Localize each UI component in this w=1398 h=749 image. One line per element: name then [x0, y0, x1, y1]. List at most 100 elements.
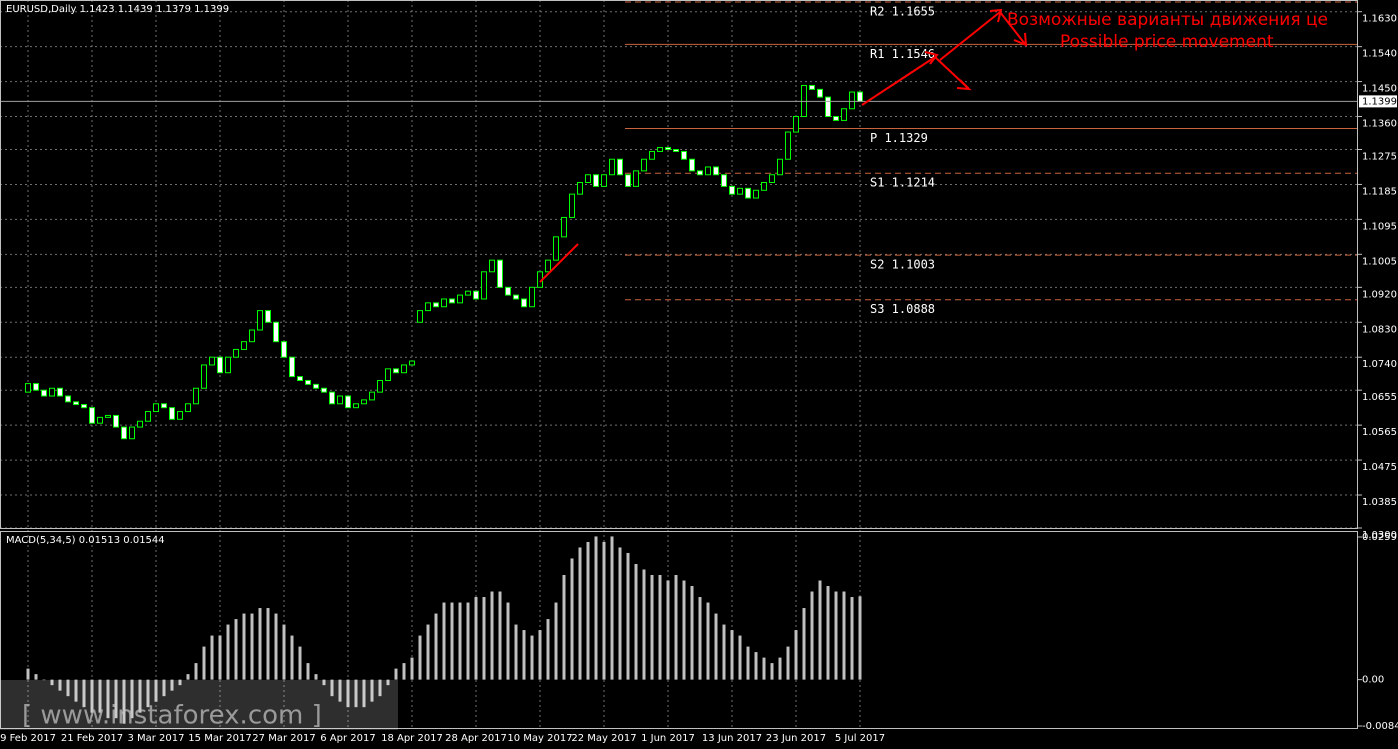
macd-bar [274, 613, 278, 680]
pivot-label: S2 1.1003 [870, 258, 935, 272]
macd-bar [634, 563, 638, 680]
candle [825, 96, 831, 118]
macd-bar [762, 657, 766, 680]
candle [113, 414, 119, 428]
candle [97, 416, 103, 424]
annotation-en: Possible price movement [1060, 32, 1274, 52]
y-tick-label: 1.1450 [1362, 84, 1397, 95]
candle [409, 360, 415, 366]
candle [513, 294, 519, 300]
y-tick-label: 1.1275 [1362, 152, 1397, 163]
candle [25, 383, 31, 393]
macd-bar [226, 624, 230, 680]
macd-bar [434, 613, 438, 680]
macd-bar [626, 552, 630, 680]
arrow [539, 243, 579, 283]
y-tick-label: -0.00842 [1362, 721, 1398, 732]
candle [785, 131, 791, 160]
macd-bar [802, 608, 806, 680]
y-tick-label: 1.0655 [1362, 392, 1397, 403]
macd-bar [546, 619, 550, 680]
candle [81, 404, 87, 409]
candle [777, 158, 783, 176]
macd-bar [242, 613, 246, 680]
macd-bar [122, 679, 126, 724]
macd-bar [370, 679, 374, 702]
candle [609, 158, 615, 176]
arrows [539, 8, 1028, 283]
candle [57, 387, 63, 397]
candle [297, 376, 303, 381]
macd-bar [282, 624, 286, 680]
candle [209, 356, 215, 366]
candle [633, 170, 639, 187]
candle [817, 88, 823, 98]
x-tick-label: 10 May 2017 [507, 733, 572, 744]
candle [161, 403, 167, 409]
macd-bar [618, 547, 622, 680]
candle [425, 302, 431, 312]
macd-bar [426, 624, 430, 680]
macd-bar [346, 679, 350, 708]
macd-bar [474, 597, 478, 680]
y-tick-label: 1.1185 [1362, 186, 1397, 197]
candle [617, 158, 623, 176]
macd-bar [82, 679, 86, 708]
candle [529, 286, 535, 308]
macd-bar [514, 624, 518, 680]
macd-bar [810, 591, 814, 680]
y-tick-label: 0.00 [1362, 675, 1384, 686]
candle [449, 298, 455, 304]
candle [857, 91, 863, 102]
candle [761, 182, 767, 191]
candle [33, 383, 39, 391]
macd-bar [218, 635, 222, 680]
macd-bar [146, 679, 150, 708]
candle [841, 108, 847, 121]
macd-bar [362, 679, 366, 708]
candle [481, 271, 487, 300]
candle [489, 259, 495, 273]
x-tick-label: 23 Jun 2017 [766, 733, 826, 744]
candle [321, 387, 327, 393]
macd-bar [58, 679, 62, 691]
macd-bar [506, 602, 510, 680]
macd-bar [234, 619, 238, 680]
x-tick-label: 5 Jul 2017 [835, 733, 885, 744]
candle [713, 166, 719, 176]
macd-bar [130, 679, 134, 719]
candle [41, 389, 47, 397]
candle [249, 329, 255, 343]
candle [457, 294, 463, 304]
candle [313, 383, 319, 389]
candle [793, 116, 799, 133]
candle [849, 91, 855, 110]
x-tick-label: 28 Apr 2017 [445, 733, 507, 744]
candle [433, 302, 439, 308]
pivot-label: S1 1.1214 [870, 176, 935, 190]
x-tick-label: 1 Jun 2017 [641, 733, 695, 744]
macd-bar [378, 679, 382, 697]
candle [201, 364, 207, 389]
macd-bar [858, 596, 862, 680]
x-tick-label: 3 Mar 2017 [127, 733, 184, 744]
annotation-ru: Возможные варианты движения це [1007, 10, 1328, 30]
macd-bar [562, 574, 566, 680]
candle [809, 84, 815, 90]
candle [369, 391, 375, 401]
arrow [939, 11, 1001, 61]
x-tick-label: 27 Mar 2017 [252, 733, 315, 744]
macd-bar [482, 597, 486, 680]
candle [329, 391, 335, 405]
candle [497, 259, 503, 288]
macd-bar [74, 679, 78, 702]
candle [737, 187, 743, 195]
current-price-box [1359, 95, 1397, 108]
macd-bar [466, 602, 470, 680]
macd-bar [314, 674, 318, 680]
pivot-label: P 1.1329 [870, 131, 928, 145]
candle [833, 116, 839, 121]
candle [169, 407, 175, 420]
macd-bar [418, 635, 422, 680]
macd-bar [250, 613, 254, 680]
